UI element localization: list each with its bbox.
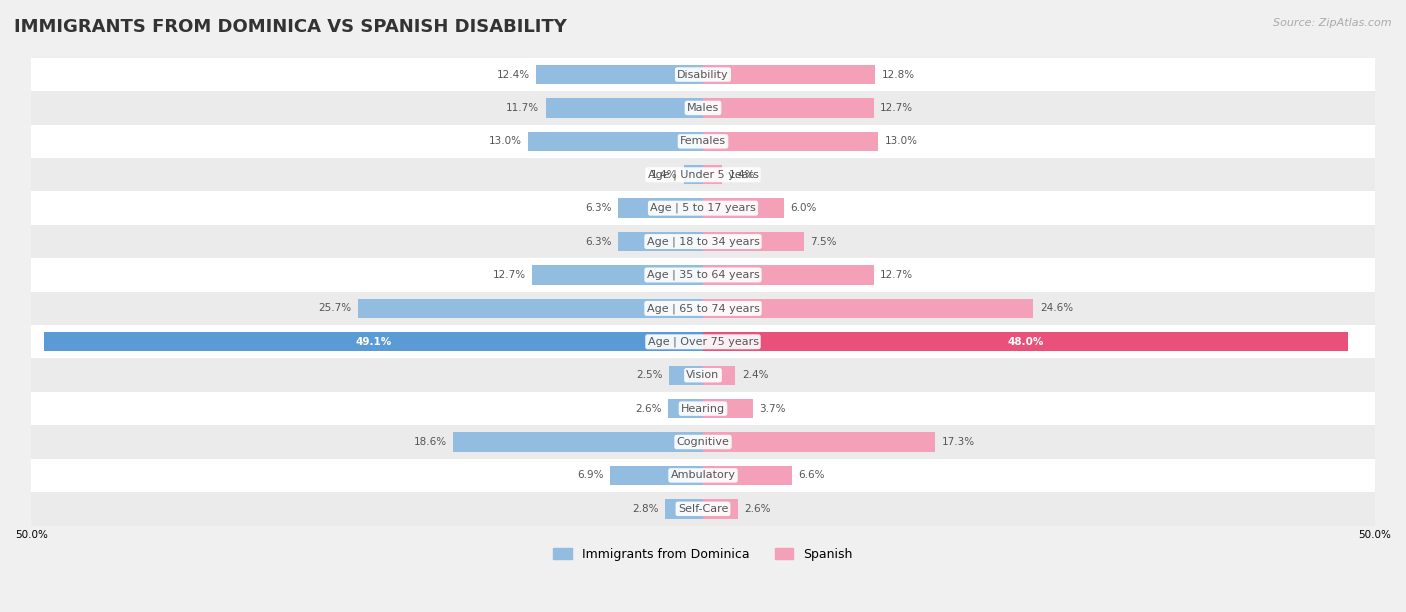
Bar xyxy=(703,132,877,151)
Bar xyxy=(44,332,703,351)
Bar xyxy=(31,459,1375,492)
Bar xyxy=(31,425,1375,459)
Bar xyxy=(665,499,703,518)
Bar xyxy=(703,299,1033,318)
Bar xyxy=(703,198,783,218)
Text: 7.5%: 7.5% xyxy=(810,237,837,247)
Text: Hearing: Hearing xyxy=(681,403,725,414)
Bar xyxy=(453,432,703,452)
Bar xyxy=(703,332,1348,351)
Bar xyxy=(703,365,735,385)
Text: 49.1%: 49.1% xyxy=(356,337,391,347)
Text: Males: Males xyxy=(688,103,718,113)
Bar xyxy=(703,432,935,452)
Bar xyxy=(619,232,703,252)
Bar xyxy=(31,325,1375,359)
Text: Age | 5 to 17 years: Age | 5 to 17 years xyxy=(650,203,756,214)
Bar xyxy=(703,65,875,84)
Bar xyxy=(31,225,1375,258)
Text: 11.7%: 11.7% xyxy=(506,103,538,113)
Bar xyxy=(703,466,792,485)
Bar xyxy=(669,365,703,385)
Bar xyxy=(610,466,703,485)
Bar xyxy=(546,99,703,118)
Bar xyxy=(703,232,804,252)
Text: 12.8%: 12.8% xyxy=(882,70,915,80)
Text: IMMIGRANTS FROM DOMINICA VS SPANISH DISABILITY: IMMIGRANTS FROM DOMINICA VS SPANISH DISA… xyxy=(14,18,567,36)
Text: Age | 65 to 74 years: Age | 65 to 74 years xyxy=(647,303,759,313)
Bar xyxy=(31,492,1375,526)
Bar xyxy=(31,158,1375,192)
Text: 2.6%: 2.6% xyxy=(745,504,770,514)
Bar xyxy=(31,192,1375,225)
Text: Disability: Disability xyxy=(678,70,728,80)
Text: Age | Under 5 years: Age | Under 5 years xyxy=(648,170,758,180)
Text: Cognitive: Cognitive xyxy=(676,437,730,447)
Text: 12.7%: 12.7% xyxy=(880,270,914,280)
Text: 13.0%: 13.0% xyxy=(884,136,917,146)
Text: 12.4%: 12.4% xyxy=(496,70,530,80)
Bar xyxy=(31,359,1375,392)
Text: 48.0%: 48.0% xyxy=(1007,337,1043,347)
Text: Age | 18 to 34 years: Age | 18 to 34 years xyxy=(647,236,759,247)
Text: 2.6%: 2.6% xyxy=(636,403,661,414)
Text: 24.6%: 24.6% xyxy=(1040,304,1073,313)
Text: Females: Females xyxy=(681,136,725,146)
Text: 6.6%: 6.6% xyxy=(799,471,825,480)
Text: Source: ZipAtlas.com: Source: ZipAtlas.com xyxy=(1274,18,1392,28)
Text: 3.7%: 3.7% xyxy=(759,403,786,414)
Text: 12.7%: 12.7% xyxy=(880,103,914,113)
Bar xyxy=(703,399,752,418)
Bar xyxy=(685,165,703,184)
Bar xyxy=(31,125,1375,158)
Text: 2.8%: 2.8% xyxy=(633,504,658,514)
Text: 1.4%: 1.4% xyxy=(651,170,678,180)
Text: 12.7%: 12.7% xyxy=(492,270,526,280)
Text: 2.4%: 2.4% xyxy=(742,370,769,380)
Text: Ambulatory: Ambulatory xyxy=(671,471,735,480)
Text: 6.0%: 6.0% xyxy=(790,203,817,213)
Bar xyxy=(31,91,1375,125)
Bar xyxy=(357,299,703,318)
Text: Age | 35 to 64 years: Age | 35 to 64 years xyxy=(647,270,759,280)
Bar xyxy=(703,99,873,118)
Text: 25.7%: 25.7% xyxy=(318,304,352,313)
Bar xyxy=(703,499,738,518)
Bar xyxy=(537,65,703,84)
Bar xyxy=(31,258,1375,292)
Bar xyxy=(533,265,703,285)
Text: 2.5%: 2.5% xyxy=(636,370,662,380)
Bar xyxy=(31,58,1375,91)
Bar xyxy=(703,265,873,285)
Text: 13.0%: 13.0% xyxy=(489,136,522,146)
Bar xyxy=(529,132,703,151)
Text: 6.3%: 6.3% xyxy=(585,203,612,213)
Bar xyxy=(703,165,721,184)
Text: 1.4%: 1.4% xyxy=(728,170,755,180)
Text: 6.3%: 6.3% xyxy=(585,237,612,247)
Legend: Immigrants from Dominica, Spanish: Immigrants from Dominica, Spanish xyxy=(548,543,858,566)
Text: 18.6%: 18.6% xyxy=(413,437,447,447)
Bar xyxy=(619,198,703,218)
Text: Age | Over 75 years: Age | Over 75 years xyxy=(648,337,758,347)
Text: 17.3%: 17.3% xyxy=(942,437,976,447)
Bar xyxy=(31,392,1375,425)
Bar xyxy=(31,292,1375,325)
Text: 6.9%: 6.9% xyxy=(576,471,603,480)
Text: Self-Care: Self-Care xyxy=(678,504,728,514)
Bar xyxy=(668,399,703,418)
Text: Vision: Vision xyxy=(686,370,720,380)
